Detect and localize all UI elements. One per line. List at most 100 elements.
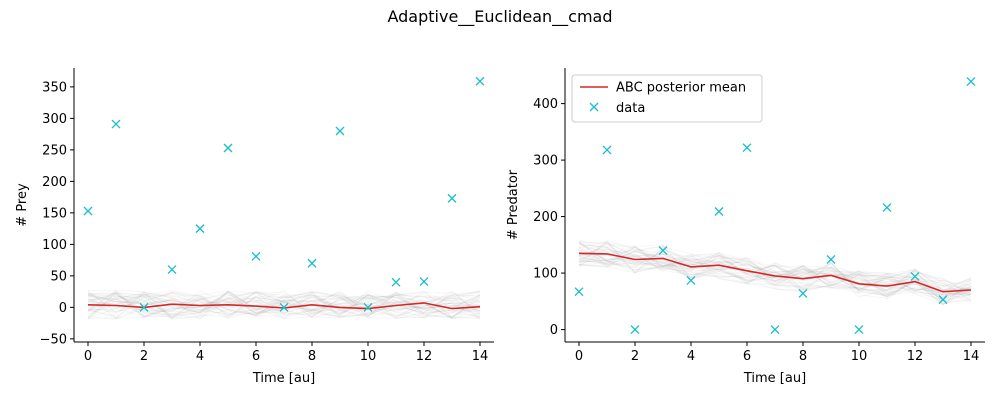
posterior-sample-line (87, 290, 481, 319)
data-point-stroke (658, 246, 668, 255)
posterior-sample-line (578, 247, 972, 297)
data-point-marker (475, 76, 485, 86)
posterior-sample-line (578, 240, 972, 296)
y-axis-label: # Prey (15, 183, 30, 227)
data-point-marker (658, 246, 668, 255)
x-tick-label: 14 (963, 349, 980, 364)
data-point-stroke (419, 277, 429, 286)
x-tick-label: 6 (743, 349, 751, 364)
data-point-marker (307, 258, 317, 268)
y-tick-label: 200 (42, 175, 67, 190)
posterior-sample-line (87, 291, 481, 319)
data-point-marker (83, 206, 93, 216)
x-axis-label: Time [au] (252, 371, 315, 386)
data-point-stroke (139, 302, 149, 312)
y-axis-label: # Predator (506, 169, 521, 240)
data-point-marker (223, 143, 233, 153)
data-point-marker (447, 193, 457, 203)
data-point-stroke (714, 207, 724, 216)
posterior-sample-line (578, 241, 972, 299)
posterior-sample-line (578, 245, 972, 292)
posterior-sample-line (87, 291, 481, 320)
data-point-marker (686, 275, 696, 285)
x-tick-label: 12 (416, 349, 433, 364)
data-point-stroke (938, 295, 948, 305)
posterior-sample-line (87, 291, 481, 319)
x-axis-label: Time [au] (743, 371, 806, 386)
data-point-marker (742, 143, 752, 153)
posterior-sample-line (578, 248, 972, 296)
posterior-sample-line (87, 291, 481, 320)
data-point-stroke (826, 255, 836, 264)
data-point-marker (279, 302, 289, 312)
posterior-sample-line (578, 247, 972, 287)
data-point-marker (938, 295, 948, 305)
posterior-sample-line (87, 291, 481, 317)
figure-title: Adaptive__Euclidean__cmad (387, 7, 612, 27)
posterior-sample-line (87, 291, 481, 319)
posterior-sample-line (87, 295, 481, 317)
posterior-sample-line (578, 251, 972, 293)
x-tick-label: 8 (308, 349, 316, 364)
data-point-stroke (167, 265, 177, 275)
posterior-sample-line (578, 242, 972, 296)
posterior-sample-line (578, 240, 972, 300)
data-point-marker (882, 203, 892, 213)
posterior-sample-line (578, 250, 972, 291)
posterior-sample-line (87, 291, 481, 320)
data-point-stroke (447, 193, 457, 203)
posterior-sample-line (87, 293, 481, 319)
posterior-sample-line (87, 293, 481, 315)
data-point-marker (251, 251, 261, 261)
data-point-marker (335, 126, 345, 136)
legend: ABC posterior mean data (571, 74, 763, 123)
posterior-sample-line (87, 290, 481, 319)
data-point-stroke (391, 277, 401, 287)
posterior-sample-line (87, 290, 481, 320)
legend-data-label: data (616, 101, 645, 116)
data-point-marker (910, 272, 920, 281)
posterior-sample-line (578, 244, 972, 295)
posterior-sample-line (578, 242, 972, 293)
x-tick-label: 4 (196, 349, 204, 364)
legend-frame (571, 74, 763, 123)
x-tick-label: 8 (799, 349, 807, 364)
posterior-sample-line (578, 256, 972, 302)
data-point-marker (770, 325, 780, 335)
posterior-sample-line (87, 290, 481, 319)
y-tick-label: 400 (533, 97, 558, 112)
posterior-sample-line (87, 291, 481, 320)
data-point-stroke (686, 275, 696, 285)
posterior-sample-line (87, 291, 481, 317)
posterior-mean-line (578, 252, 972, 293)
data-point-marker (798, 288, 808, 298)
posterior-sample-line (87, 290, 481, 320)
data-point-stroke (882, 203, 892, 213)
posterior-sample-line (87, 291, 481, 320)
posterior-sample-line (578, 242, 972, 302)
data-point-stroke (798, 288, 808, 298)
data-point-marker (630, 325, 640, 335)
y-tick-label: 0 (59, 301, 67, 316)
data-point-marker (826, 255, 836, 264)
data-point-marker (966, 77, 976, 87)
data-point-stroke (854, 325, 864, 335)
data-point-stroke (195, 224, 205, 234)
posterior-sample-line (87, 295, 481, 320)
posterior-sample-line (87, 291, 481, 320)
x-tick-label: 2 (631, 349, 639, 364)
x-tick-label: 0 (575, 349, 583, 364)
y-tick-label: 250 (42, 143, 67, 158)
y-tick-label: 100 (42, 238, 67, 253)
data-point-marker (167, 265, 177, 275)
posterior-samples (578, 239, 972, 306)
data-point-stroke (83, 206, 93, 216)
data-point-marker (363, 302, 373, 312)
posterior-sample-line (87, 289, 481, 317)
prey-subplot: 0 2 4 6 8 10 12 14 −50 0 50 100 150 200 250 300 350 Time … (15, 68, 494, 386)
posterior-sample-line (578, 255, 972, 302)
data-point-marker (139, 302, 149, 312)
posterior-sample-line (87, 291, 481, 318)
posterior-sample-line (87, 291, 481, 319)
